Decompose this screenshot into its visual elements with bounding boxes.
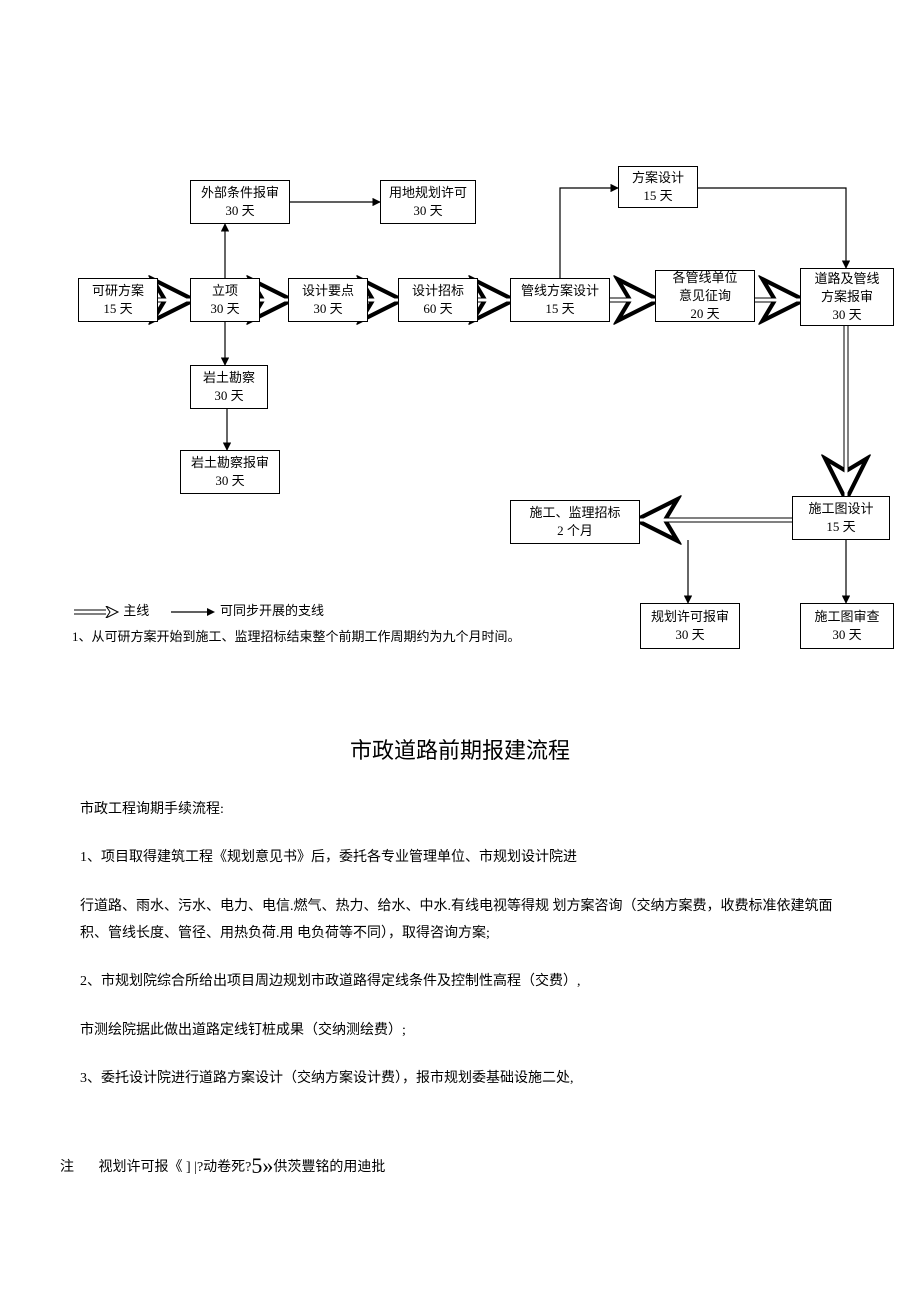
flow-node-n_lixiang: 立项30 天 [190, 278, 260, 322]
footer-big: 5» [251, 1153, 273, 1178]
para-4: 市测绘院据此做出道路定线钉桩成果（交纳测绘费）; [80, 1018, 840, 1045]
para-5: 3、委托设计院进行道路方案设计（交纳方案设计费），报市规划委基础设施二处, [80, 1066, 840, 1093]
flow-node-n_bid: 设计招标60 天 [398, 278, 478, 322]
flow-node-n_points: 设计要点30 天 [288, 278, 368, 322]
document-body: 市政道路前期报建流程 市政工程询期手续流程: 1、项目取得建筑工程《规划意见书》… [80, 730, 840, 1093]
flow-node-n_pipe: 管线方案设计15 天 [510, 278, 610, 322]
flow-node-n_opinion: 各管线单位意见征询20 天 [655, 270, 755, 322]
para-3: 2、市规划院综合所给出项目周边规划市政道路得定线条件及控制性高程（交费）, [80, 969, 840, 996]
flow-node-n_review: 施工图审查30 天 [800, 603, 894, 649]
footer: 注 视划许可报《 ] |?动卷死?5»供茨豐铭的用迪批 [60, 1153, 860, 1179]
para-1: 1、项目取得建筑工程《规划意见书》后，委托各专业管理单位、市规划设计院进 [80, 845, 840, 872]
legend-hollow-label: 主线 [123, 603, 149, 618]
footer-body: 视划许可报《 ] |?动卷死? [99, 1160, 252, 1175]
subtitle: 市政工程询期手续流程: [80, 797, 840, 824]
flow-node-n_permit: 规划许可报审30 天 [640, 603, 740, 649]
flow-node-n_geo2: 岩土勘察报审30 天 [180, 450, 280, 494]
footer-tail: 供茨豐铭的用迪批 [273, 1160, 385, 1175]
flow-node-n_study: 可研方案15 天 [78, 278, 158, 322]
flow-node-n_geo: 岩土勘察30 天 [190, 365, 268, 409]
flow-node-n_road: 道路及管线方案报审30 天 [800, 268, 894, 326]
legend: 主线 可同步开展的支线 [72, 600, 324, 619]
flow-node-n_cons: 施工、监理招标2 个月 [510, 500, 640, 544]
page-title: 市政道路前期报建流程 [80, 730, 840, 772]
flow-node-n_cdwg: 施工图设计15 天 [792, 496, 890, 540]
para-2: 行道路、雨水、污水、电力、电信.燃气、热力、给水、中水.有线电视等得规 划方案咨… [80, 894, 840, 947]
flow-node-n_ext: 外部条件报审30 天 [190, 180, 290, 224]
legend-note: 1、从可研方案开始到施工、监理招标结束整个前期工作周期约为九个月时间。 [72, 626, 521, 645]
flowchart-diagram: 外部条件报审30 天 用地规划许可30 天 方案设计15 天可研方案15 天立项30… [0, 140, 920, 700]
footer-prefix: 注 [60, 1160, 74, 1175]
flow-node-n_scheme: 方案设计15 天 [618, 166, 698, 208]
flow-node-n_land: 用地规划许可30 天 [380, 180, 476, 224]
legend-solid-label: 可同步开展的支线 [220, 603, 324, 618]
